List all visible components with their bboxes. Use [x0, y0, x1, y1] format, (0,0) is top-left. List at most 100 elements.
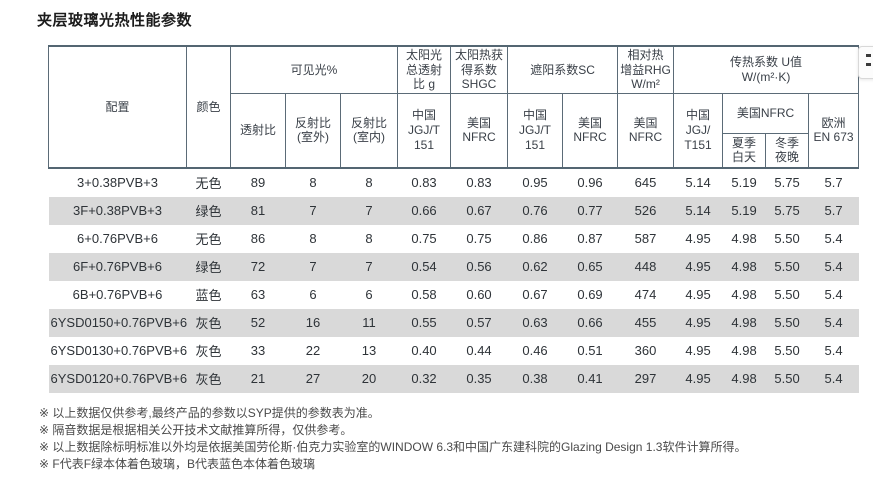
cell-value: 52 [230, 308, 286, 337]
cell-value: 0.65 [562, 252, 618, 281]
cell-value: 0.38 [507, 364, 563, 393]
cell-value: 8 [365, 231, 373, 247]
cell-value: 0.44 [466, 343, 492, 359]
cell-color: 灰色 [186, 308, 231, 337]
cell-value: 0.67 [450, 196, 508, 225]
cell-value: 0.83 [466, 175, 492, 191]
cell-value: 5.4 [824, 343, 843, 359]
table-row: 6F+0.76PVB+6 绿色 72 7 7 0.54 0.56 0.62 0.65 448 4.9… [48, 252, 859, 281]
col-header-winter-night: 冬季 夜晚 [765, 132, 810, 169]
cell-value: 0.87 [577, 231, 603, 247]
cell-value: 5.7 [824, 175, 843, 191]
floating-side-widget[interactable] [858, 46, 873, 79]
cell-value: 4.95 [685, 231, 711, 247]
cell-color: 无色 [195, 232, 222, 248]
cell-value: 16 [285, 308, 341, 337]
col-header-u-china-jgj: 中国 JGJ/ T151 [673, 92, 724, 169]
cell-value: 0.86 [522, 231, 548, 247]
col-header-transmittance: 透射比 [230, 92, 286, 169]
cell-value: 4.98 [722, 308, 766, 337]
cell-value: 0.83 [411, 175, 437, 191]
table-row: 3F+0.38PVB+3 绿色 81 7 7 0.66 0.67 0.76 0.77 526 5.1… [48, 196, 859, 225]
cell-value: 5.19 [731, 175, 757, 191]
cell-value: 8 [309, 231, 317, 247]
col-header-reflectance-in: 反射比 (室内) [339, 92, 399, 169]
col-header-summer-day: 夏季 白天 [722, 132, 767, 169]
cell-value: 455 [617, 308, 674, 337]
cell-value: 0.57 [450, 308, 508, 337]
cell-value: 5.4 [808, 252, 859, 281]
cell-config: 6YSD0120+0.76PVB+6 [48, 364, 187, 393]
cell-value: 0.67 [522, 287, 548, 303]
group-header-sc: 遮阳系数SC [507, 44, 619, 94]
cell-value: 7 [340, 196, 398, 225]
cell-value: 72 [230, 252, 286, 281]
cell-value: 448 [617, 252, 674, 281]
cell-value: 0.32 [397, 364, 451, 393]
cell-value: 81 [230, 196, 286, 225]
cell-value: 27 [285, 364, 341, 393]
cell-value: 11 [340, 308, 398, 337]
cell-value: 0.66 [397, 196, 451, 225]
cell-value: 0.41 [562, 364, 618, 393]
cell-value: 4.95 [673, 308, 723, 337]
cell-color: 蓝色 [195, 288, 222, 304]
cell-value: 0.76 [507, 196, 563, 225]
cell-color: 灰色 [186, 364, 231, 393]
group-header-rhg: 相对热 增益RHG W/m² [617, 44, 675, 94]
cell-value: 21 [230, 364, 286, 393]
cell-value: 0.60 [466, 287, 492, 303]
group-header-shgc: 太阳热获 得系数 SHGC [450, 44, 509, 94]
cell-value: 5.50 [765, 252, 809, 281]
cell-value: 5.7 [808, 196, 859, 225]
cell-value: 5.4 [808, 364, 859, 393]
cell-value: 5.19 [722, 196, 766, 225]
cell-value: 0.75 [466, 231, 492, 247]
cell-value: 4.98 [731, 231, 757, 247]
cell-value: 22 [305, 343, 321, 359]
cell-value: 0.40 [411, 343, 437, 359]
cell-value: 0.54 [397, 252, 451, 281]
col-header-color: 颜色 [186, 45, 231, 169]
cell-value: 5.4 [824, 287, 843, 303]
cell-value: 4.98 [722, 364, 766, 393]
cell-value: 0.51 [577, 343, 603, 359]
cell-value: 5.14 [673, 196, 723, 225]
cell-value: 20 [340, 364, 398, 393]
cell-value: 0.77 [562, 196, 618, 225]
cell-value: 13 [361, 343, 377, 359]
cell-value: 7 [285, 196, 341, 225]
cell-value: 0.62 [507, 252, 563, 281]
table-row: 3+0.38PVB+3 无色 89 8 8 0.83 0.83 0.95 0.96 645 5.14… [49, 168, 859, 197]
cell-config: 6B+0.76PVB+6 [72, 287, 163, 303]
cell-value: 4.95 [673, 252, 723, 281]
table-row: 6B+0.76PVB+6 蓝色 63 6 6 0.58 0.60 0.67 0.69 474 4.9… [49, 281, 859, 309]
cell-value: 5.4 [824, 231, 843, 247]
cell-value: 8 [365, 175, 373, 191]
cell-value: 474 [634, 287, 657, 303]
cell-value: 89 [250, 175, 266, 191]
cell-value: 526 [617, 196, 674, 225]
table-row: 6YSD0130+0.76PVB+6 灰色 33 22 13 0.40 0.44 0.46 0.… [49, 337, 859, 365]
table-row: 6YSD0120+0.76PVB+6 灰色 21 27 20 0.32 0.35 0.38 0.… [48, 364, 859, 393]
cell-config: 6+0.76PVB+6 [77, 231, 158, 247]
cell-color: 绿色 [186, 252, 231, 281]
glass-performance-table: 配置 颜色 可见光% 太阳光 总透射 比 g 太阳热获 得系数 SHGC 遮阳系… [48, 44, 860, 393]
cell-value: 33 [250, 343, 266, 359]
cell-value: 5.50 [765, 308, 809, 337]
group-header-solar-g: 太阳光 总透射 比 g [397, 44, 452, 94]
footnote-line: ※ 以上数据除标明标准以外均是依据美国劳伦斯·伯克力实验室的WINDOW 6.3… [39, 440, 747, 454]
cell-value: 5.50 [774, 231, 800, 247]
cell-value: 0.63 [507, 308, 563, 337]
col-header-sc-china-jgj: 中国 JGJ/T 151 [507, 92, 564, 169]
cell-value: 0.75 [411, 231, 437, 247]
col-header-u-europe-en673: 欧洲 EN 673 [808, 92, 860, 169]
cell-value: 4.98 [722, 252, 766, 281]
cell-config: 6F+0.76PVB+6 [48, 252, 187, 281]
cell-config: 6YSD0150+0.76PVB+6 [48, 308, 187, 337]
cell-value: 8 [309, 175, 317, 191]
cell-value: 5.4 [808, 308, 859, 337]
cell-value: 4.95 [685, 287, 711, 303]
table-row: 6YSD0150+0.76PVB+6 灰色 52 16 11 0.55 0.57 0.63 0.… [48, 308, 859, 337]
